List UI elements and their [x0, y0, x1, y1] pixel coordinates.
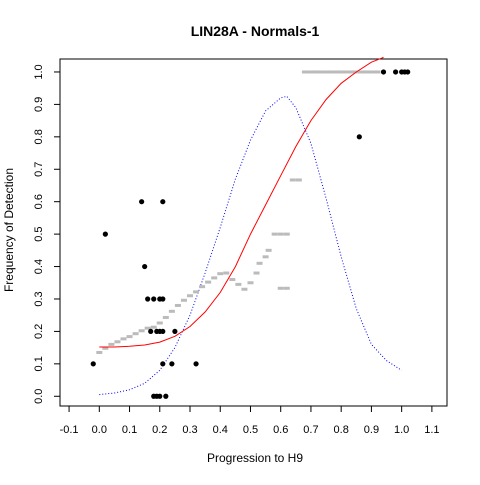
- smoothed-point: [132, 332, 139, 336]
- data-point: [193, 361, 199, 367]
- data-point: [405, 69, 411, 75]
- smoothed-point: [295, 178, 302, 182]
- data-point: [145, 296, 151, 302]
- smoothed-point: [150, 325, 157, 329]
- y-tick-label: 0.1: [33, 356, 45, 371]
- logistic-fit-line: [99, 56, 384, 348]
- density-curve-layer: [99, 95, 402, 396]
- smoothed-point: [217, 272, 224, 276]
- smoothed-point: [223, 271, 230, 275]
- smoothed-point: [138, 329, 145, 333]
- chart-title: LIN28A - Normals-1: [191, 23, 320, 39]
- x-tick-label: 0.6: [273, 424, 288, 436]
- smoothed-point: [211, 276, 218, 280]
- smoothed-point: [156, 321, 163, 325]
- x-tick-label: 0.9: [364, 424, 379, 436]
- data-point: [356, 134, 362, 140]
- data-point: [139, 199, 145, 205]
- y-axis: 0.0 0.1 0.2 0.3 0.4 0.5 0.6 0.7 0.8 0.9 1.0: [33, 64, 60, 404]
- y-tick-label: 0.8: [33, 129, 45, 144]
- smoothed-point: [229, 278, 236, 282]
- x-axis: -0.1 0.0 0.1 0.2 0.3 0.4 0.5 0.6 0.7 0.8 0.9 1.0 1.1: [60, 406, 440, 436]
- smoothed-point: [102, 346, 109, 350]
- smoothed-point: [162, 315, 169, 319]
- smoothed-point: [205, 280, 212, 284]
- smoothed-point: [120, 337, 127, 341]
- smoothed-point: [168, 309, 175, 313]
- data-point: [148, 328, 154, 335]
- y-tick-label: 0.3: [33, 291, 45, 306]
- data-point: [172, 328, 178, 335]
- data-point: [160, 361, 166, 367]
- smoothed-point: [262, 255, 269, 259]
- x-tick-label: 0.8: [334, 424, 349, 436]
- data-point: [102, 231, 108, 237]
- x-axis-label: Progression to H9: [207, 451, 303, 465]
- data-point: [163, 393, 169, 399]
- x-tick-label: 0.4: [213, 424, 228, 436]
- smoothed-point: [265, 248, 272, 252]
- smoothed-point: [283, 286, 290, 290]
- smoothed-point: [174, 303, 181, 307]
- density-line: [99, 95, 402, 396]
- data-point: [380, 69, 387, 75]
- smoothed-point: [271, 232, 278, 236]
- smoothed-point: [126, 335, 133, 339]
- x-tick-label: 0.3: [182, 424, 197, 436]
- smoothed-point: [283, 232, 290, 236]
- y-tick-label: 0.4: [33, 259, 45, 274]
- data-point: [151, 296, 157, 302]
- smoothed-point: [247, 281, 254, 285]
- data-point: [160, 199, 166, 205]
- x-tick-label: -0.1: [60, 424, 79, 436]
- smoothed-point: [304, 70, 378, 74]
- y-tick-label: 0.5: [33, 226, 45, 241]
- y-tick-label: 0.9: [33, 97, 45, 112]
- smoothed-point: [253, 271, 260, 275]
- smoothed-point: [193, 290, 200, 294]
- y-tick-label: 1.0: [33, 64, 45, 79]
- smoothed-points-layer: [96, 70, 381, 354]
- data-point: [160, 296, 166, 302]
- smoothed-point: [289, 178, 296, 182]
- x-tick-label: 0.2: [152, 424, 167, 436]
- x-tick-label: 1.0: [394, 424, 409, 436]
- y-tick-label: 0.6: [33, 194, 45, 209]
- logistic-fit-layer: [99, 56, 384, 348]
- data-point: [157, 393, 163, 399]
- data-point: [90, 361, 96, 367]
- smoothed-point: [108, 342, 115, 346]
- smoothed-point: [144, 326, 151, 330]
- y-tick-label: 0.7: [33, 162, 45, 177]
- plot-frame: [59, 58, 448, 407]
- x-tick-label: 0.7: [303, 424, 318, 436]
- data-point: [160, 328, 166, 335]
- x-tick-label: 0.1: [122, 424, 137, 436]
- observed-points-layer: [90, 69, 411, 399]
- x-tick-label: 0.5: [243, 424, 258, 436]
- y-tick-label: 0.0: [33, 389, 45, 404]
- smoothed-point: [277, 286, 284, 290]
- smoothed-point: [114, 340, 121, 344]
- x-tick-label: 1.1: [424, 424, 439, 436]
- smoothed-point: [199, 285, 206, 289]
- smoothed-point: [277, 232, 284, 236]
- smoothed-point: [241, 287, 248, 291]
- y-axis-label: Frequency of Detection: [2, 168, 16, 292]
- smoothed-point: [235, 282, 242, 286]
- smoothed-point: [256, 261, 263, 265]
- x-tick-label: 0.0: [92, 424, 107, 436]
- smoothed-point: [96, 350, 103, 354]
- data-point: [393, 69, 399, 75]
- data-point: [142, 263, 148, 270]
- y-tick-label: 0.2: [33, 324, 45, 339]
- data-point: [169, 361, 175, 367]
- smoothed-point: [187, 294, 194, 298]
- smoothed-point: [180, 298, 187, 302]
